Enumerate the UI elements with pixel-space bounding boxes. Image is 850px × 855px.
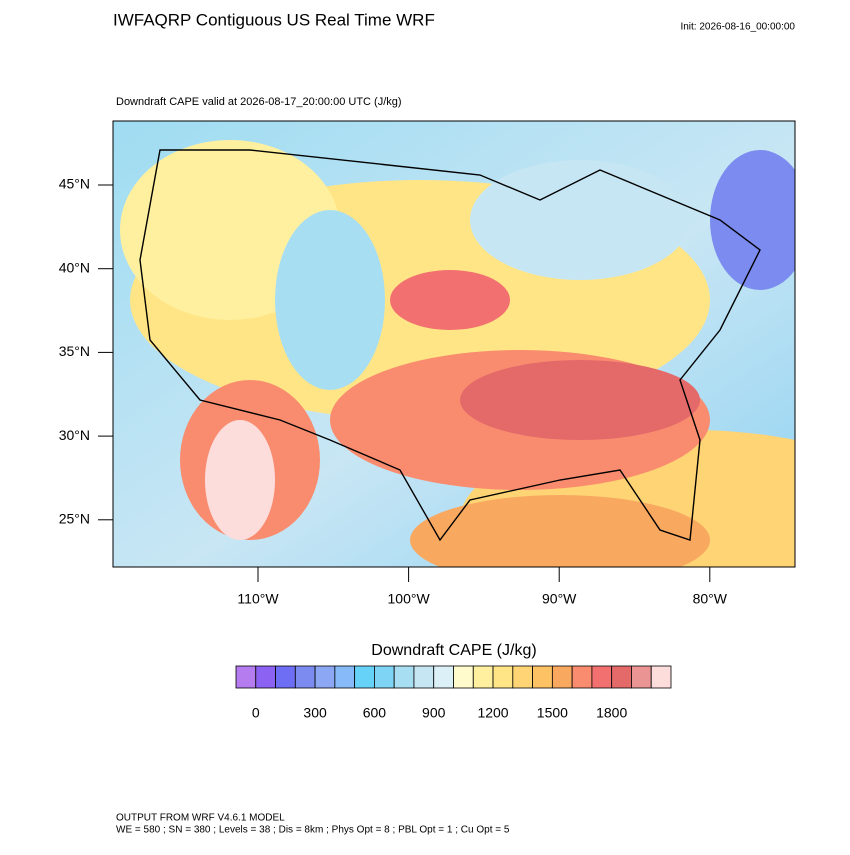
colorbar-box: [374, 665, 395, 689]
map-field: [113, 121, 795, 567]
lon-label: 90°W: [542, 591, 577, 607]
colorbar-box: [532, 665, 553, 689]
colorbar-label: 1800: [596, 705, 627, 721]
map-frame: [112, 120, 796, 568]
footer-line: OUTPUT FROM WRF V4.6.1 MODEL: [116, 813, 285, 824]
colorbar-label: 0: [252, 705, 260, 721]
init-time: Init: 2026-08-16_00:00:00: [680, 22, 795, 33]
colorbar-label: 600: [363, 705, 387, 721]
colorbar-box: [591, 665, 613, 689]
colorbar-box: [453, 665, 474, 689]
lat-label: 40°N: [59, 259, 90, 275]
field-blob: [205, 420, 275, 540]
colorbar-box: [393, 665, 415, 689]
colorbar-box: [492, 665, 514, 689]
title: IWFAQRP Contiguous US Real Time WRF: [113, 10, 435, 29]
field-blob: [460, 360, 700, 440]
colorbar-label: 1500: [537, 705, 568, 721]
field-blob: [390, 270, 510, 330]
colorbar-box: [235, 665, 257, 689]
lon-label: 100°W: [388, 591, 431, 607]
colorbar-box: [255, 665, 276, 689]
lat-label: 45°N: [59, 176, 90, 192]
field-blob: [275, 210, 385, 390]
lat-label: 30°N: [59, 427, 90, 443]
country-outline: [139, 149, 761, 542]
lon-label: 80°W: [693, 591, 728, 607]
colorbar-label: 300: [303, 705, 327, 721]
colorbar-box: [650, 665, 672, 689]
lat-label: 35°N: [59, 343, 90, 359]
colorbar-box: [275, 665, 296, 689]
field-blob: [470, 160, 690, 280]
lon-label: 110°W: [237, 591, 279, 607]
colorbar-box: [472, 665, 494, 689]
field-blob: [410, 495, 710, 567]
colorbar-box: [551, 665, 573, 689]
colorbar-box: [433, 665, 454, 689]
latitude-labels: 45°N 40°N 35°N 30°N 25°N: [59, 176, 113, 527]
colorbar-box: [571, 665, 593, 689]
colorbar-box: [631, 665, 652, 689]
colorbar-box: [512, 665, 533, 689]
lat-label: 25°N: [59, 511, 90, 527]
colorbar-box: [413, 665, 435, 689]
colorbar-box: [334, 665, 356, 689]
colorbar-box: [314, 665, 336, 689]
field-blob: [710, 150, 795, 290]
colorbar-label: 900: [422, 705, 446, 721]
colorbar-label: 1200: [477, 705, 508, 721]
colorbar-box: [611, 665, 632, 689]
colorbar-title: Downdraft CAPE (J/kg): [371, 642, 536, 659]
colorbar-box: [354, 665, 375, 689]
longitude-labels: 110°W 100°W 90°W 80°W: [237, 567, 728, 607]
footer-line: WE = 580 ; SN = 380 ; Levels = 38 ; Dis …: [116, 825, 510, 836]
map-subtitle: Downdraft CAPE valid at 2026-08-17_20:00…: [116, 96, 402, 108]
colorbar: 0 300 600 900 1200 1500 1800: [235, 665, 672, 721]
colorbar-box: [294, 665, 316, 689]
